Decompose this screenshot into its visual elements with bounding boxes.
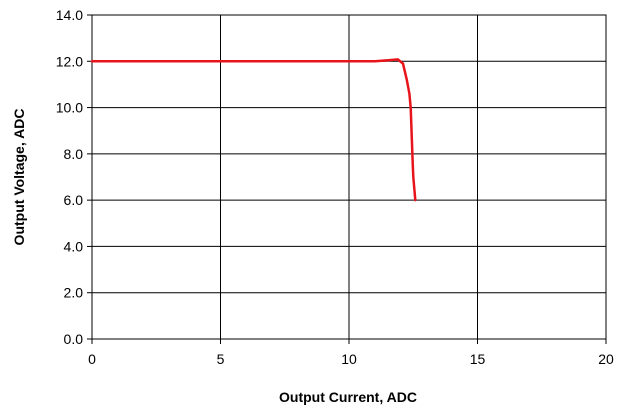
x-tick-label: 0 [88, 351, 96, 367]
axes [87, 14, 607, 344]
x-tick-label: 15 [470, 351, 486, 367]
x-tick-label: 10 [341, 351, 357, 367]
x-tick-label: 5 [217, 351, 225, 367]
tick-labels: 0.0 2.0 4.0 6.0 8.0 10.0 12.0 14.0 0 5 10 15 20 [56, 7, 614, 367]
y-tick-label: 14.0 [56, 7, 83, 23]
y-tick-label: 12.0 [56, 53, 83, 69]
y-tick-label: 2.0 [64, 285, 84, 301]
y-tick-label: 4.0 [64, 238, 84, 254]
y-tick-label: 10.0 [56, 100, 83, 116]
y-tick-label: 0.0 [64, 331, 84, 347]
x-tick-label: 20 [598, 351, 614, 367]
series-line [90, 58, 417, 202]
y-tick-label: 6.0 [64, 192, 84, 208]
x-axis-title: Output Current, ADC [279, 389, 417, 405]
y-tick-label: 8.0 [64, 146, 84, 162]
series-layer [90, 58, 417, 202]
grid [91, 14, 607, 340]
y-axis-title: Output Voltage, ADC [11, 109, 27, 246]
